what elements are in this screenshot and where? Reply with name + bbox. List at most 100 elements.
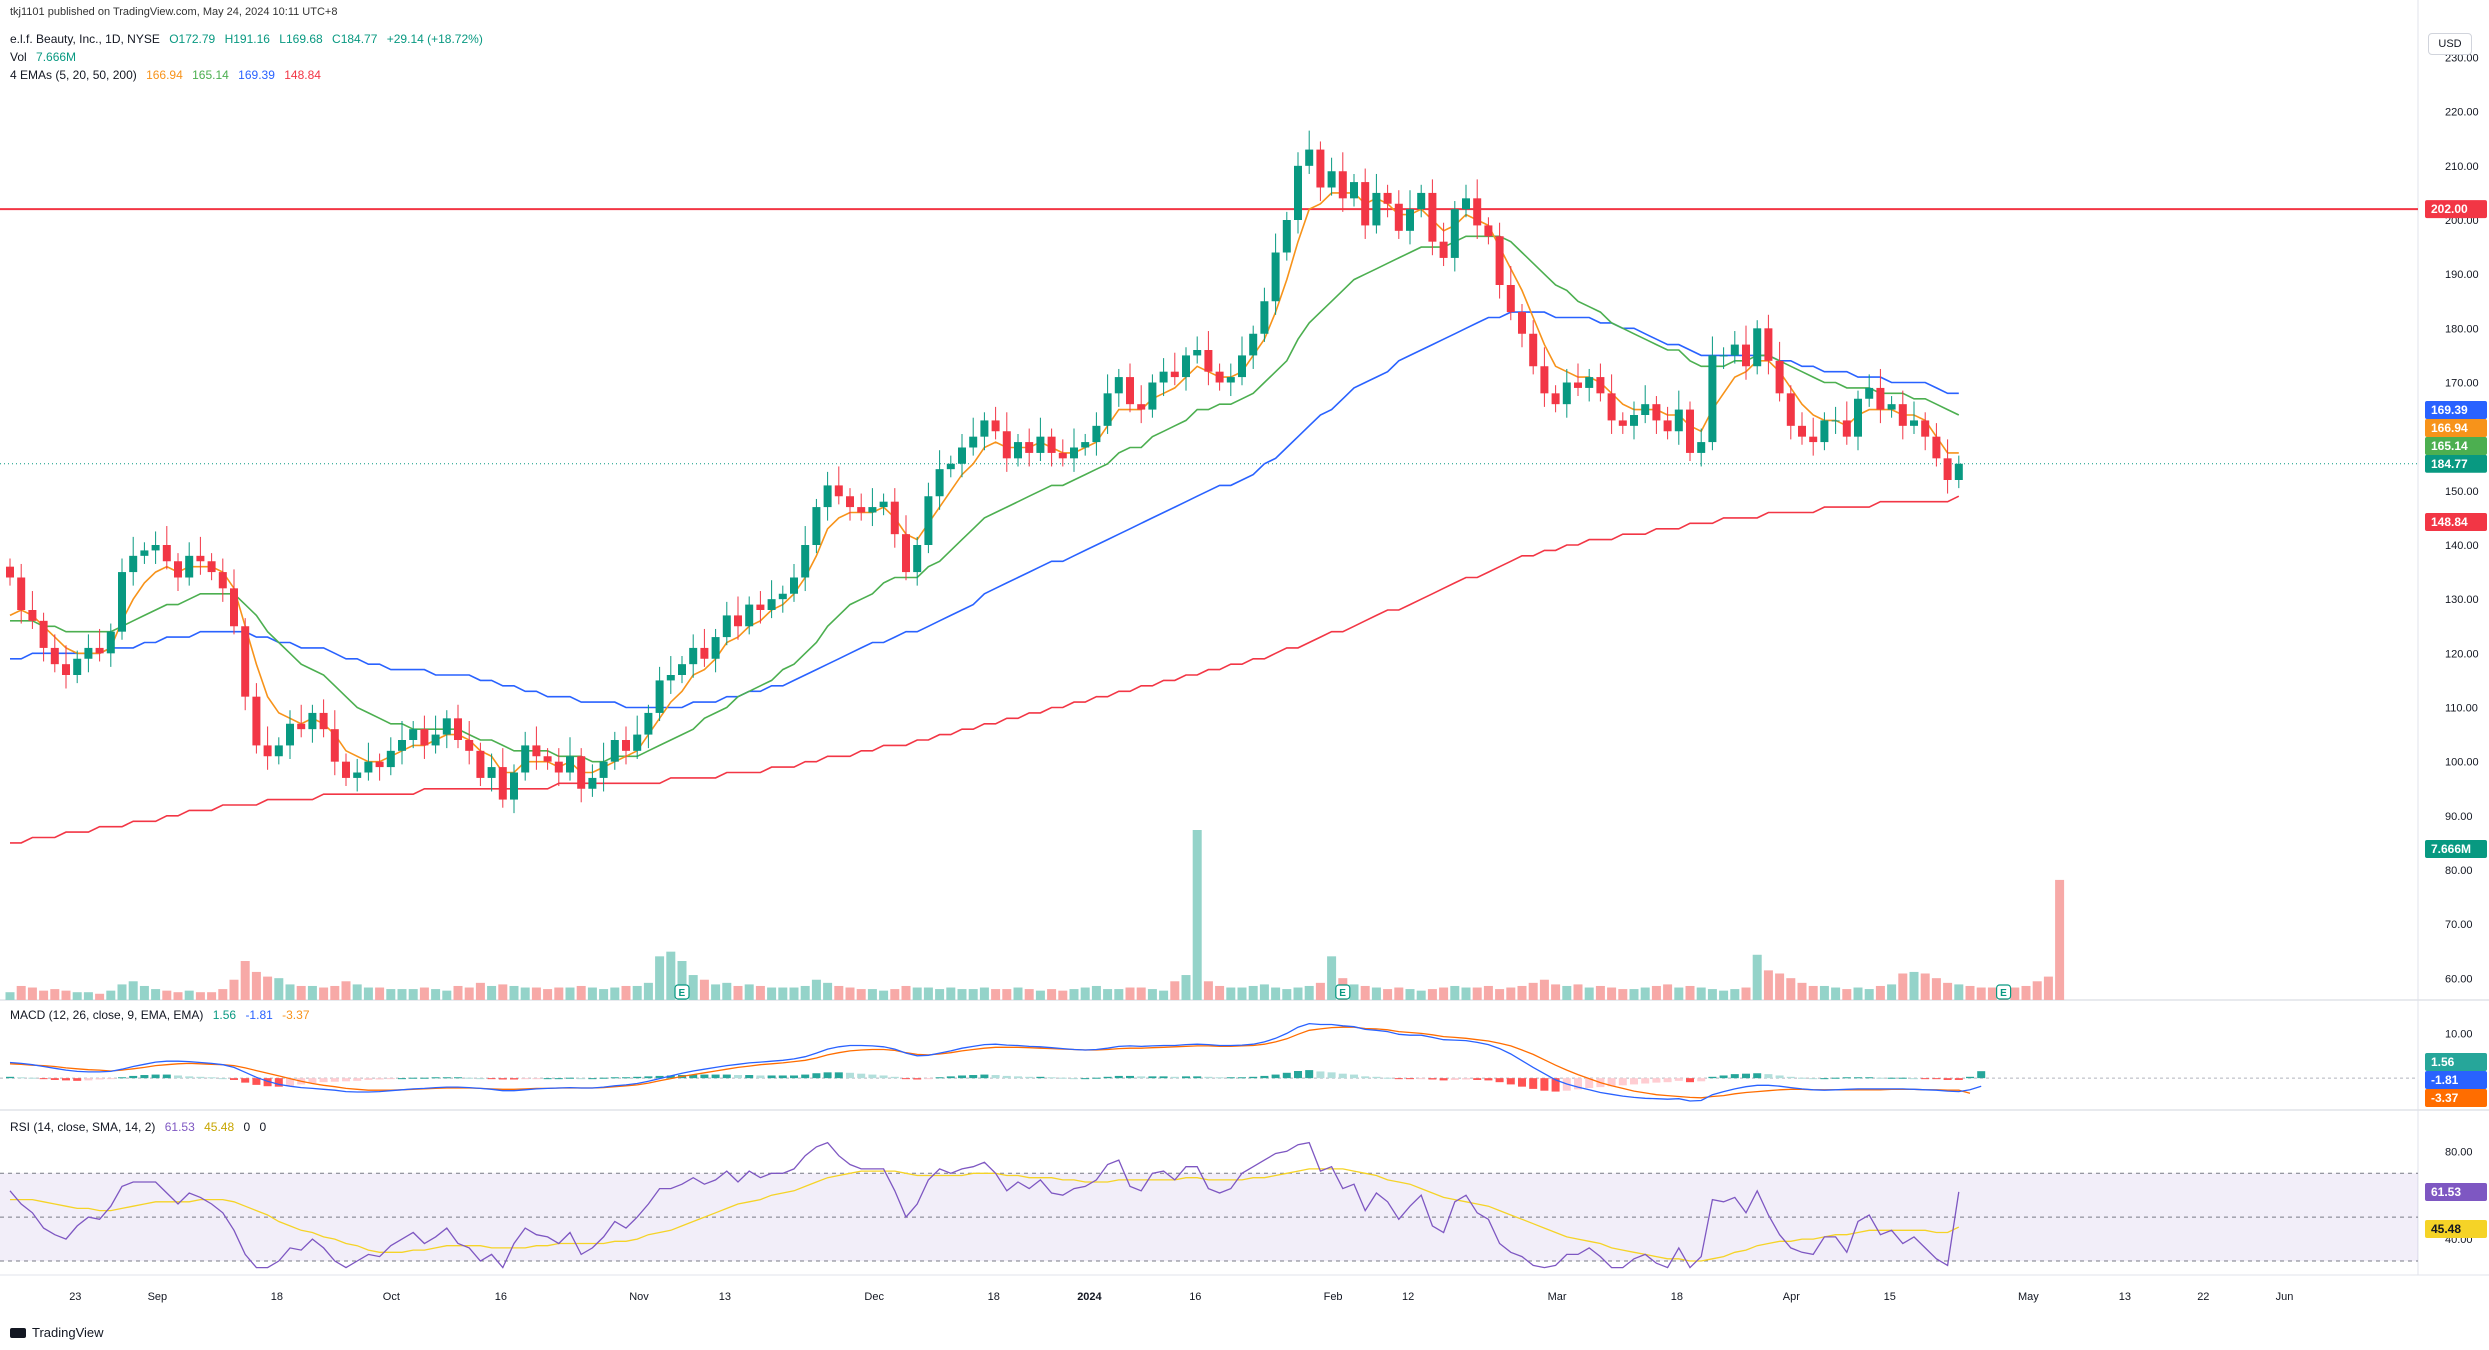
time-tick-label: 15 <box>1884 1291 1896 1303</box>
candle-body <box>1506 285 1515 313</box>
tradingview-footer: TradingView <box>10 1325 104 1340</box>
rsi-label[interactable]: RSI (14, close, SMA, 14, 2) <box>10 1120 156 1134</box>
volume-bar <box>1987 987 1997 1000</box>
price-tick-label: 130.00 <box>2445 594 2479 606</box>
macd-histogram-bar <box>1820 1078 1829 1080</box>
currency-button[interactable]: USD <box>2428 33 2472 55</box>
volume-bar <box>677 961 687 1000</box>
candle-body <box>498 767 507 800</box>
candle-body <box>1372 192 1381 226</box>
macd-hist-value: 1.56 <box>212 1008 237 1022</box>
macd-histogram-bar <box>1854 1077 1862 1079</box>
volume-bar <box>946 987 956 1000</box>
candle-body <box>1271 252 1280 302</box>
candle-body <box>1764 328 1773 361</box>
candle-body <box>1473 198 1482 226</box>
volume-bar <box>531 987 541 1000</box>
macd-histogram-bar <box>1809 1078 1818 1080</box>
volume-bar <box>1125 987 1135 1000</box>
candle-body <box>1316 149 1325 188</box>
macd-histogram-bar <box>286 1078 294 1086</box>
macd-histogram-bar <box>1327 1072 1336 1079</box>
earnings-marker-icon <box>1995 984 2012 1000</box>
candle-body <box>801 545 810 578</box>
volume-bar <box>1024 989 1034 1000</box>
volume-bar <box>1416 990 1426 1000</box>
macd-line <box>9 1022 1982 1102</box>
candle-body <box>689 647 698 665</box>
tradingview-logo-icon <box>10 1327 26 1338</box>
volume-bar <box>1663 984 1673 1000</box>
candle-body <box>1238 355 1246 378</box>
macd-histogram-bar <box>140 1075 149 1079</box>
candle-body <box>711 637 720 659</box>
macd-histogram-bar <box>969 1075 978 1079</box>
macd-histogram-bar <box>28 1077 37 1079</box>
volume-bar <box>1170 981 1180 1000</box>
macd-histogram-bar <box>1730 1074 1739 1079</box>
macd-histogram-bar <box>1249 1076 1258 1079</box>
macd-histogram-bar <box>1506 1078 1515 1085</box>
volume-bar <box>386 989 396 1000</box>
macd-histogram-bar <box>566 1077 574 1079</box>
macd-histogram-bar <box>890 1076 899 1079</box>
macd-histogram-bar <box>73 1078 82 1081</box>
volume-bar <box>1237 987 1247 1000</box>
candle-body <box>1742 344 1750 367</box>
volume-bar <box>711 984 721 1000</box>
volume-bar <box>1640 987 1650 1000</box>
candle-body <box>1518 312 1526 334</box>
volume-bar <box>722 982 732 1000</box>
candle-body <box>151 545 160 551</box>
macd-histogram-bar <box>1484 1078 1493 1081</box>
candle-body <box>1294 165 1302 220</box>
volume-bar <box>923 987 933 1000</box>
volume-bar <box>16 985 26 1000</box>
candle-body <box>1361 182 1370 226</box>
price-tick-label: 230.00 <box>2445 53 2479 65</box>
macd-label[interactable]: MACD (12, 26, close, 9, EMA, EMA) <box>10 1008 204 1022</box>
volume-bar <box>1315 982 1325 1000</box>
volume-bar <box>1539 979 1549 1000</box>
ema-price-tag-bg <box>2425 437 2487 455</box>
volume-label[interactable]: Vol <box>10 50 27 64</box>
macd-histogram-bar <box>1798 1077 1806 1079</box>
macd-histogram-bar <box>868 1074 877 1079</box>
candle-body <box>1910 420 1918 426</box>
macd-histogram-bar <box>1204 1076 1213 1079</box>
candle-body <box>566 756 574 773</box>
candle-body <box>252 696 261 746</box>
macd-histogram-bar <box>879 1075 888 1079</box>
macd-histogram-bar <box>174 1075 182 1079</box>
ema-label[interactable]: 4 EMAs (5, 20, 50, 200) <box>10 68 137 82</box>
candle-body <box>1630 415 1638 426</box>
macd-histogram-bar <box>1831 1077 1840 1079</box>
volume-bar <box>207 992 217 1000</box>
volume-bar <box>1371 987 1381 1000</box>
macd-histogram-bar <box>1641 1078 1650 1084</box>
candle-body <box>1002 431 1011 459</box>
price-tick-label: 80.00 <box>2445 865 2473 877</box>
macd-tick-label: 10.00 <box>2445 1028 2473 1040</box>
earnings-marker-label: E <box>1339 988 1346 999</box>
candle-body <box>1562 382 1571 405</box>
time-tick-label: Oct <box>383 1291 400 1303</box>
ema-price-tag: 148.84 <box>2431 515 2468 529</box>
candle-body <box>342 761 350 778</box>
volume-bar <box>1976 987 1986 1000</box>
macd-histogram-bar <box>375 1078 384 1080</box>
macd-histogram-bar <box>1921 1078 1930 1080</box>
symbol-name[interactable]: e.l.f. Beauty, Inc., 1D, NYSE <box>10 32 160 46</box>
candle-body <box>1596 377 1605 394</box>
volume-bar <box>1327 956 1337 1000</box>
volume-bar <box>890 989 900 1000</box>
macd-histogram-bar <box>386 1078 395 1080</box>
volume-bar <box>845 987 855 1000</box>
ema-price-tag: 166.94 <box>2431 421 2468 435</box>
volume-bar <box>968 989 978 1000</box>
volume-bar <box>1618 989 1628 1000</box>
volume-bar <box>1797 982 1807 1000</box>
macd-histogram-bar <box>823 1072 832 1079</box>
volume-bar <box>2021 985 2031 1000</box>
macd-histogram-bar <box>1417 1078 1426 1080</box>
